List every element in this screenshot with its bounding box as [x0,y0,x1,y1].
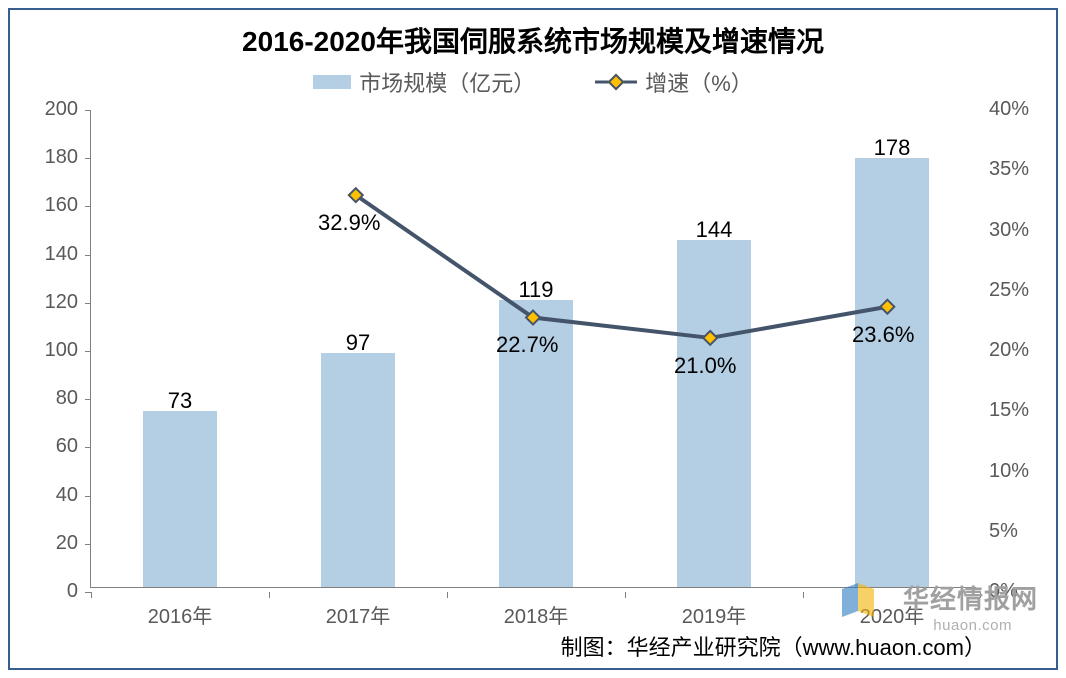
chart-frame: 2016-2020年我国伺服系统市场规模及增速情况 市场规模（亿元） 增速（%）… [8,8,1058,670]
x-tick [625,592,626,598]
chart-title: 2016-2020年我国伺服系统市场规模及增速情况 [10,10,1056,60]
y-left-tick [85,351,91,352]
legend-line-swatch [595,75,637,89]
y-left-tick-label: 160 [45,194,78,217]
chart-legend: 市场规模（亿元） 增速（%） [10,66,1056,98]
legend-line-label: 增速（%） [645,66,753,98]
legend-item-line: 增速（%） [595,66,753,98]
y-left-tick-label: 40 [56,484,78,507]
bar [321,353,396,587]
y-left-tick-label: 180 [45,146,78,169]
line-value-label: 21.0% [674,353,764,379]
x-tick [269,592,270,598]
y-left-tick [85,110,91,111]
legend-item-bar: 市场规模（亿元） [313,66,535,98]
line-value-label: 23.6% [852,322,942,348]
y-left-tick-label: 120 [45,291,78,314]
line-value-label: 32.9% [318,210,408,236]
y-right-tick-label: 20% [989,339,1029,362]
category-label: 2018年 [486,600,586,629]
bar-value-label: 119 [511,277,561,303]
line-value-label: 22.7% [496,332,586,358]
y-left-tick-label: 80 [56,387,78,410]
category-label: 2016年 [130,600,230,629]
y-left-tick [85,496,91,497]
y-left-tick-label: 0 [67,580,78,603]
watermark-text: 华经情报网 [903,579,1038,616]
y-left-tick [85,447,91,448]
y-right-tick-label: 25% [989,279,1029,302]
x-tick [91,592,92,598]
y-right-tick-label: 40% [989,98,1029,121]
y-left-tick [85,544,91,545]
y-left-tick [85,255,91,256]
legend-bar-label: 市场规模（亿元） [359,66,535,98]
y-left-tick-label: 100 [45,339,78,362]
credit-text: 制图：华经产业研究院（www.huaon.com） [561,630,986,662]
bar-value-label: 97 [333,330,383,356]
y-right-tick-label: 10% [989,460,1029,483]
y-left-tick-label: 20 [56,532,78,555]
y-left-tick [85,303,91,304]
category-label: 2019年 [664,600,764,629]
bar-value-label: 178 [867,135,917,161]
legend-bar-swatch [313,75,351,89]
category-label: 2017年 [308,600,408,629]
y-left-tick [85,399,91,400]
x-tick [447,592,448,598]
plot: 0204060801001201401601802000%5%10%15%20%… [90,110,976,588]
y-left-tick [85,158,91,159]
bar [677,240,752,587]
y-right-tick-label: 5% [989,520,1018,543]
watermark-url: huaon.com [933,617,1012,634]
y-left-tick-label: 140 [45,243,78,266]
x-tick [803,592,804,598]
y-right-tick-label: 30% [989,219,1029,242]
y-left-tick [85,206,91,207]
y-left-tick-label: 60 [56,435,78,458]
bar [143,411,218,587]
bar-value-label: 144 [689,217,739,243]
bar-value-label: 73 [155,388,205,414]
y-left-tick-label: 200 [45,98,78,121]
y-right-tick-label: 15% [989,399,1029,422]
watermark-logo-icon [838,583,878,622]
bar [855,158,930,587]
y-right-tick-label: 35% [989,158,1029,181]
plot-area: 0204060801001201401601802000%5%10%15%20%… [90,110,976,588]
